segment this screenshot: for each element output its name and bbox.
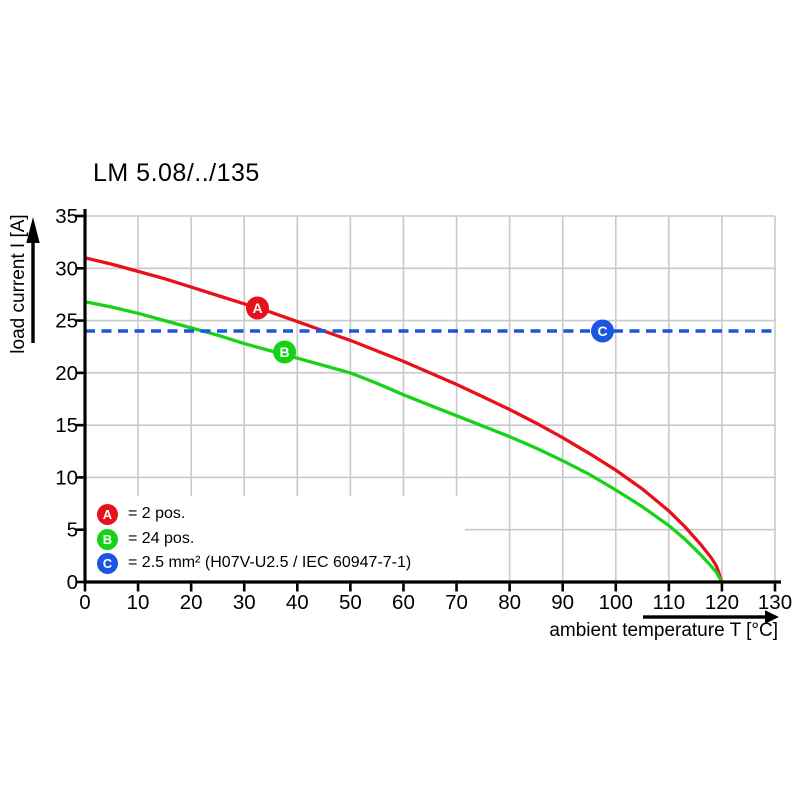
legend-letter-b: B xyxy=(102,531,113,547)
y-arrow-shaft xyxy=(31,240,35,343)
x-tick-label: 50 xyxy=(339,591,362,614)
x-tick-label: 0 xyxy=(79,591,90,614)
tick-labels: 0 5 10 15 20 25 30 35 0 10 20 30 40 50 60 70 80 90 100 110 1… xyxy=(55,205,792,614)
legend-label-a: = 2 pos. xyxy=(128,505,186,522)
x-tick-label: 120 xyxy=(705,591,739,614)
y-tick-label: 25 xyxy=(55,310,78,333)
x-tick-label: 10 xyxy=(127,591,150,614)
x-tick-label: 80 xyxy=(498,591,521,614)
y-tick-label: 30 xyxy=(55,257,78,280)
marker-letter-a: A xyxy=(252,300,262,316)
legend-marker-c-icon: C xyxy=(97,552,118,574)
legend-letter-c: C xyxy=(102,555,113,571)
legend-label-b: = 24 pos. xyxy=(128,530,195,547)
marker-c: C xyxy=(591,319,614,343)
axis-arrows xyxy=(26,217,779,624)
x-arrow-head-icon xyxy=(765,610,779,624)
y-tick-label: 10 xyxy=(55,466,78,489)
axes xyxy=(83,209,781,584)
y-tick-label: 15 xyxy=(55,414,78,437)
legend-letter-a: A xyxy=(102,506,113,522)
legend-item-a: A = 2 pos. xyxy=(97,503,185,525)
x-tick-label: 90 xyxy=(551,591,574,614)
y-arrow-head-icon xyxy=(26,217,40,243)
tick-marks xyxy=(75,214,777,592)
x-tick-label: 20 xyxy=(180,591,203,614)
x-tick-label: 70 xyxy=(445,591,468,614)
legend-item-b: B = 24 pos. xyxy=(97,528,194,550)
x-tick-label: 110 xyxy=(653,591,686,614)
x-tick-label: 60 xyxy=(392,591,415,614)
legend-marker-b-icon: B xyxy=(97,528,118,550)
y-tick-label: 35 xyxy=(55,205,78,228)
x-tick-label: 130 xyxy=(758,591,792,614)
x-arrow-shaft xyxy=(643,615,766,619)
y-tick-label: 20 xyxy=(55,362,78,385)
legend-item-c: C = 2.5 mm² (H07V-U2.5 / IEC 60947-7-1) xyxy=(97,552,411,574)
y-axis-label: load current I [A] xyxy=(8,214,29,354)
x-tick-label: 40 xyxy=(286,591,309,614)
y-tick-label: 0 xyxy=(67,571,78,594)
x-tick-label: 30 xyxy=(233,591,256,614)
chart-title: LM 5.08/../135 xyxy=(93,159,260,187)
y-tick-label: 5 xyxy=(67,519,78,542)
legend-label-c: = 2.5 mm² (H07V-U2.5 / IEC 60947-7-1) xyxy=(128,554,412,571)
x-tick-label: 100 xyxy=(599,591,633,614)
legend-marker-a-icon: A xyxy=(97,503,118,525)
marker-letter-b: B xyxy=(280,344,290,360)
marker-b: B xyxy=(273,340,297,364)
curve-a xyxy=(84,256,724,583)
marker-a: A xyxy=(246,296,269,320)
legend-background xyxy=(87,496,465,580)
marker-letter-c: C xyxy=(597,323,607,339)
x-axis-label: ambient temperature T [°C] xyxy=(549,620,778,641)
